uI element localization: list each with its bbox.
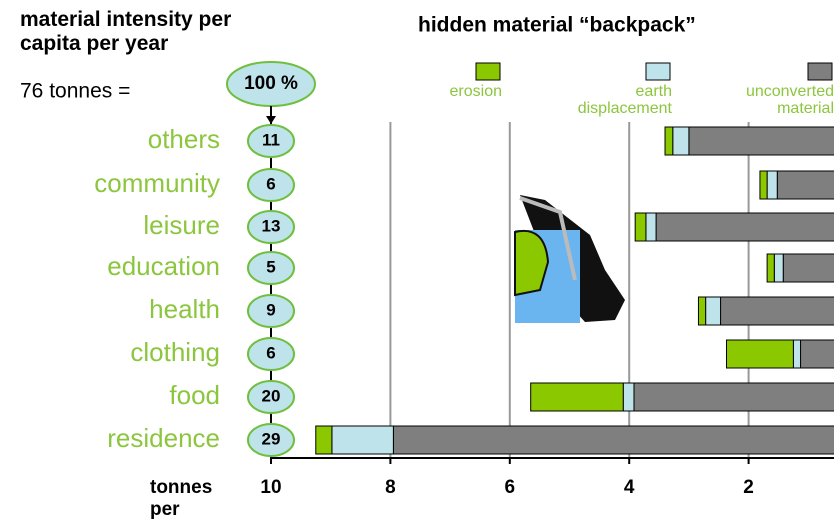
arrow-head	[266, 116, 276, 124]
bar-segment	[331, 425, 394, 455]
backpack-illustration	[514, 195, 625, 323]
badge-label: 5	[266, 257, 275, 276]
x-tick-label: 2	[743, 477, 754, 498]
bar-segment	[720, 296, 834, 326]
badge-shape	[247, 210, 295, 244]
bar-segment	[759, 170, 768, 200]
category-label: clothing	[130, 337, 220, 367]
badge-label: 13	[262, 216, 281, 235]
bar-segment	[782, 253, 834, 283]
bar-segment	[664, 126, 674, 156]
bar-segment	[392, 425, 834, 455]
x-tick-label: 6	[505, 477, 516, 498]
badge-label: 6	[266, 343, 275, 362]
bar-segment	[655, 212, 834, 242]
badge-label: 9	[266, 300, 275, 319]
bar-segment	[766, 170, 778, 200]
bar-segment	[792, 339, 802, 369]
bar-segment	[726, 339, 794, 369]
bar-segment	[530, 382, 624, 412]
badge-shape	[247, 124, 295, 158]
total-badge: 100 %	[244, 73, 298, 94]
bar-segment	[633, 382, 834, 412]
badge-label: 20	[262, 386, 281, 405]
bar-segment	[800, 339, 834, 369]
category-label: education	[107, 251, 220, 281]
chart-subtitle: hidden material “backpack”	[418, 14, 696, 37]
badge-label: 29	[262, 429, 281, 448]
x-tick-label: 8	[385, 477, 396, 498]
bar-segment	[672, 126, 690, 156]
bar-segment	[634, 212, 647, 242]
badge-shape	[247, 294, 295, 328]
legend-swatch	[475, 62, 501, 81]
category-label: health	[149, 294, 220, 324]
bar-segment	[776, 170, 834, 200]
x-tick-label: 10	[260, 477, 281, 498]
bar-segment	[688, 126, 834, 156]
bar-segment	[697, 296, 707, 326]
legend-swatch	[645, 62, 671, 81]
category-label: others	[148, 124, 220, 154]
badge-label: 11	[262, 130, 280, 149]
category-label: leisure	[143, 210, 220, 240]
category-label: residence	[107, 423, 220, 453]
total-label: 76 tonnes =	[20, 80, 130, 103]
legend-swatch	[807, 62, 833, 81]
bar-segment	[622, 382, 635, 412]
x-tick-label: 4	[624, 477, 635, 498]
bar-segment	[315, 425, 333, 455]
badge-shape	[247, 251, 295, 285]
bar-segment	[773, 253, 784, 283]
legend-label: unconverted material	[746, 83, 834, 117]
legend-label: erosion	[450, 83, 502, 100]
chart-title: material intensity per capita per year	[20, 8, 231, 55]
badge-shape	[247, 168, 295, 202]
x-axis-label: tonnespercapita	[150, 477, 212, 522]
bar-segment	[645, 212, 657, 242]
badge-shape	[247, 423, 295, 457]
badge-shape	[247, 380, 295, 414]
badge-label: 6	[266, 174, 275, 193]
bar-segment	[766, 253, 775, 283]
category-label: community	[94, 168, 220, 198]
bar-segment	[705, 296, 722, 326]
category-label: food	[169, 380, 220, 410]
legend-label: earth displacement	[578, 83, 673, 117]
badge-shape	[247, 337, 295, 371]
